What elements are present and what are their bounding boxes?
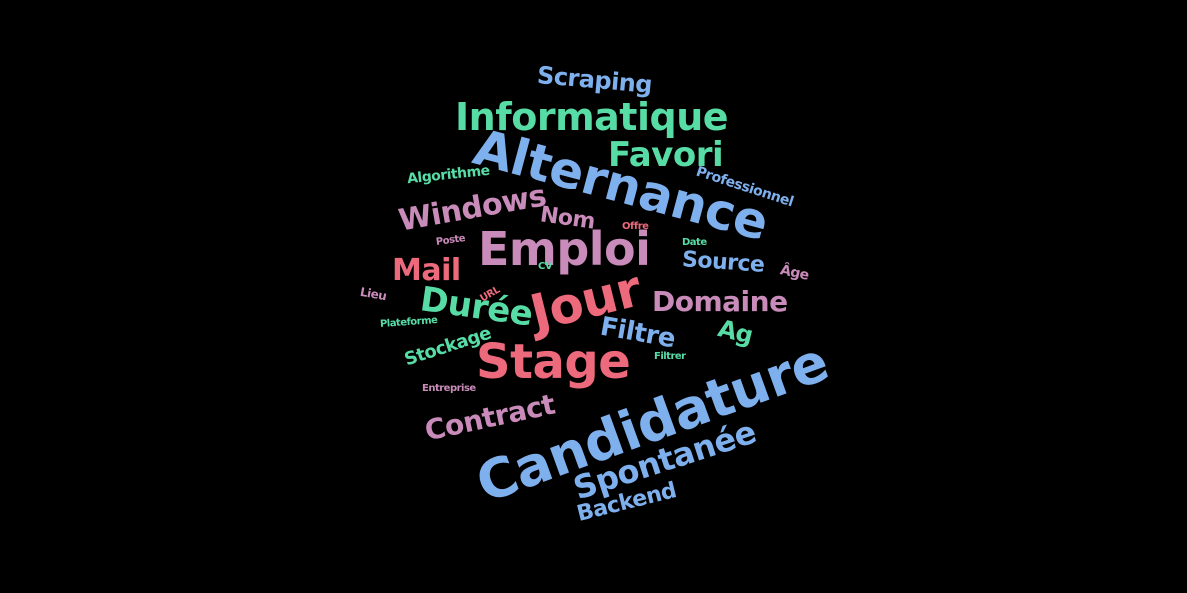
word-date: Date [682,237,707,248]
word-cv: CV [538,261,553,272]
word-age: Âge [778,262,811,284]
word-stage: Stage [476,334,631,390]
word-source: Source [681,247,766,278]
word-filtrer: Filtrer [654,351,686,362]
word-poste: Poste [435,233,466,248]
word-entreprise: Entreprise [422,383,476,394]
word-lieu: Lieu [358,284,388,304]
word-informatique: Informatique [455,95,729,139]
word-plateforme: Plateforme [379,315,438,330]
word-algorithme: Algorithme [406,162,491,188]
word-mail: Mail [392,253,461,288]
word-emploi: Emploi [478,222,651,276]
word-ag: Ag [715,314,756,350]
word-offre: Offre [622,221,649,232]
word-favori: Favori [608,135,724,175]
word-scraping: Scraping [535,61,654,99]
word-domaine: Domaine [652,285,788,318]
